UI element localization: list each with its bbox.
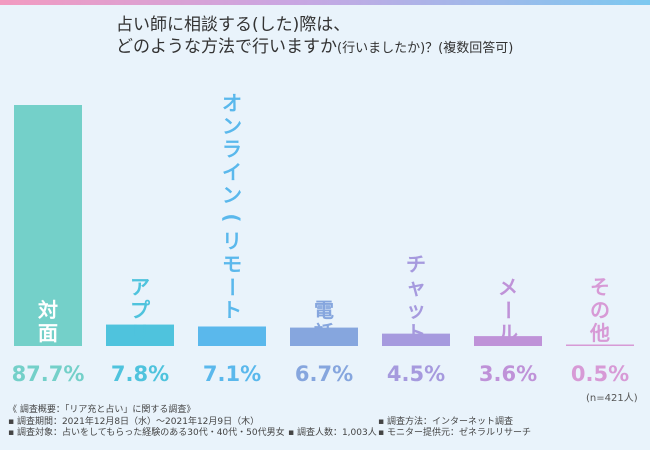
category-label-2-5: ( bbox=[220, 213, 244, 222]
category-label-1-1: プ bbox=[130, 298, 151, 322]
bar-6 bbox=[566, 344, 634, 346]
sample-size-note: (n=421人) bbox=[586, 393, 638, 404]
category-label-2-6: リ bbox=[222, 229, 242, 253]
bar-2 bbox=[198, 326, 266, 346]
category-label-6-0: そ bbox=[590, 275, 610, 299]
category-label-3-1: 話 bbox=[314, 321, 334, 345]
value-label-3: 6.7% bbox=[295, 362, 353, 386]
footnote-method: ▪ 調査方法：インターネット調査 bbox=[378, 416, 513, 427]
category-label-2-10: ) bbox=[220, 328, 244, 337]
chart-title: 占い師に相談する(した)際は、 どのような方法で行いますか(行いましたか)？(複… bbox=[116, 14, 636, 60]
category-label-0-0: 対 bbox=[37, 298, 58, 322]
category-label-1-2: リ bbox=[130, 321, 150, 345]
category-label-4-1: ャ bbox=[406, 275, 426, 299]
value-label-6: 0.5% bbox=[571, 362, 629, 386]
title-line2-main: どのような方法で行いますか bbox=[116, 37, 337, 57]
title-line1: 占い師に相談する(した)際は、 bbox=[116, 15, 351, 35]
category-label-4-3: ト bbox=[406, 321, 426, 345]
bar-3 bbox=[290, 327, 358, 346]
footnote-count: ▪ 調査人数：1,003人 bbox=[288, 428, 377, 438]
category-label-2-7: モ bbox=[222, 252, 242, 276]
category-label-4-2: ッ bbox=[406, 298, 426, 322]
category-label-2-3: イ bbox=[222, 160, 242, 184]
survey-footnote: 《 調査概要：「リア充と占い」に関する調査》 ▪ 調査期間：2021年12月8日… bbox=[8, 405, 648, 440]
value-label-4: 4.5% bbox=[387, 362, 445, 386]
bar-0 bbox=[14, 105, 82, 346]
value-label-1: 7.8% bbox=[111, 362, 169, 386]
category-label-5-2: ル bbox=[498, 321, 518, 345]
top-gradient-bar bbox=[0, 0, 650, 5]
footnote-row-1: ▪ 調査期間：2021年12月8日（水）～2021年12月9日（木） ▪ 調査方… bbox=[8, 417, 648, 429]
category-label-6-1: の bbox=[590, 298, 610, 322]
value-label-5: 3.6% bbox=[479, 362, 537, 386]
title-line2-sub: (行いましたか)？(複数回答可) bbox=[337, 41, 514, 56]
category-label-1-0: ア bbox=[130, 275, 150, 299]
bar-5 bbox=[474, 336, 542, 346]
category-label-4-0: チ bbox=[406, 252, 426, 276]
category-label-2-9: ト bbox=[222, 298, 242, 322]
category-label-2-4: ン bbox=[222, 183, 242, 207]
bar-1 bbox=[106, 324, 174, 346]
footnote-provider: ▪ モニター提供元：ゼネラルリサーチ bbox=[378, 428, 531, 438]
footnote-target: ▪ 調査対象：占いをしてもらった経験のある30代・40代・50代男女 bbox=[8, 428, 285, 438]
category-label-2-0: オ bbox=[222, 91, 242, 115]
category-label-3-0: 電 bbox=[314, 298, 334, 322]
bar-4 bbox=[382, 333, 450, 346]
category-label-2-1: ン bbox=[222, 114, 242, 138]
category-label-0-1: 面 bbox=[38, 321, 58, 345]
category-label-2-8: ー bbox=[220, 277, 244, 297]
value-label-0: 87.7% bbox=[12, 362, 85, 386]
category-label-6-2: 他 bbox=[589, 321, 610, 345]
category-label-5-1: ー bbox=[496, 300, 520, 320]
title-line2: どのような方法で行いますか(行いましたか)？(複数回答可) bbox=[116, 36, 636, 60]
footnote-row-2: ▪ 調査対象：占いをしてもらった経験のある30代・40代・50代男女 ▪ 調査人… bbox=[8, 428, 648, 440]
footnote-heading: 《 調査概要：「リア充と占い」に関する調査》 bbox=[8, 405, 196, 415]
category-label-2-2: ラ bbox=[222, 137, 242, 161]
value-label-2: 7.1% bbox=[203, 362, 261, 386]
footnote-period: ▪ 調査期間：2021年12月8日（水）～2021年12月9日（木） bbox=[8, 416, 260, 427]
category-label-5-0: メ bbox=[498, 275, 518, 299]
